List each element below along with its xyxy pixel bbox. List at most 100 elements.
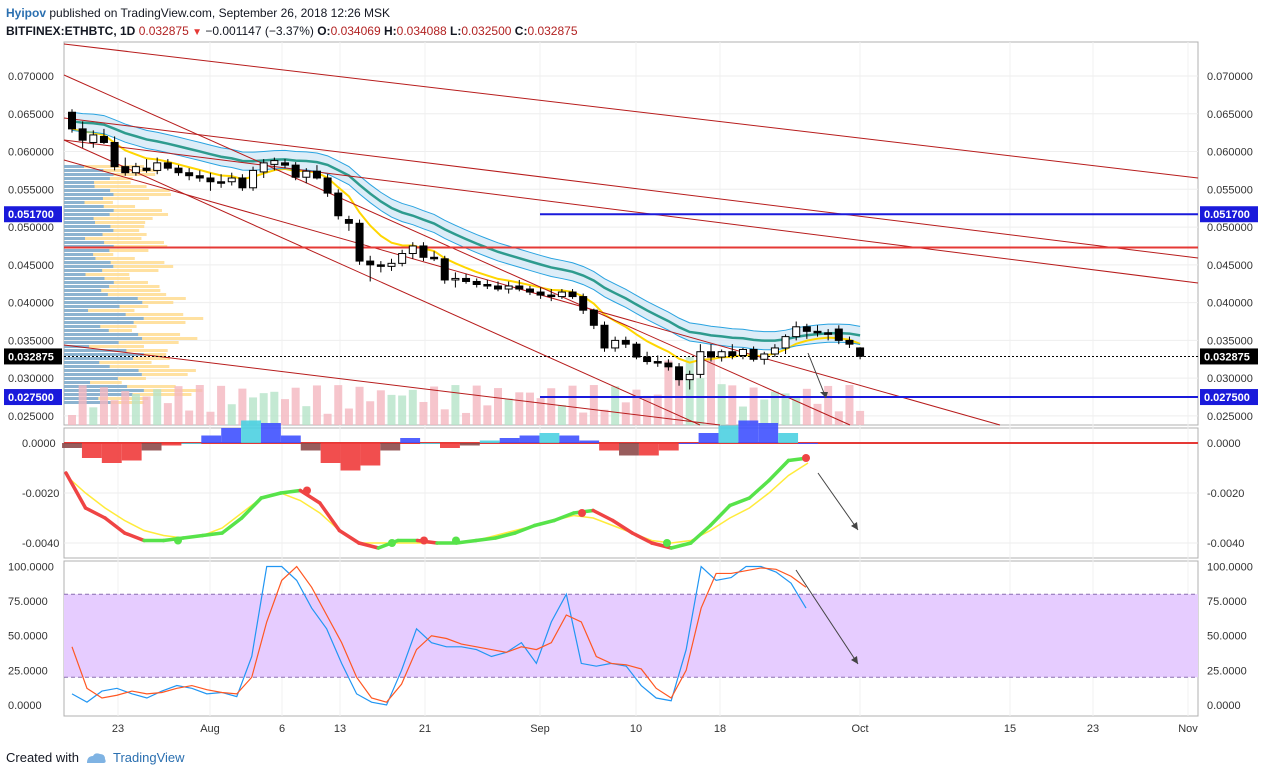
volume-bar [462,412,471,425]
candle-body [281,162,289,166]
volume-bar [291,387,300,425]
y-tick-label-left: 0.055000 [8,184,54,196]
macd-line-segment [259,491,283,500]
macd-histogram-bar [658,443,679,451]
volume-profile-bar [64,273,130,276]
macd-histogram-bar [459,443,480,446]
candle-body [387,262,396,267]
volume-profile-bar [64,341,119,344]
macd-histogram-bar [499,438,520,443]
candle-body [643,356,652,363]
y-tick-label-right: 0.025000 [1207,411,1253,423]
last-price: 0.032875 [138,24,189,38]
macd-histogram-bar [798,443,818,444]
forecast-arrow [817,472,859,531]
macd-line-segment [318,501,342,533]
macd-histogram-bar [121,443,142,461]
high-value: 0.034088 [396,24,447,38]
x-tick-label: 21 [419,723,431,735]
x-tick-label: 15 [1004,723,1016,735]
created-with-label: Created with [6,750,79,765]
volume-bar [174,386,183,425]
volume-bar [472,385,481,425]
volume-profile-bar [64,197,103,200]
volume-profile-bar [64,181,131,184]
price-tag-left [4,206,62,223]
volume-profile-bar [64,297,138,300]
y-tick-label-right: 0.045000 [1207,260,1253,272]
price-tag-right-text: 0.051700 [1204,209,1250,221]
y-tick-label-left: 0.070000 [8,71,54,83]
volume-profile-bar [64,365,110,368]
macd-line-segment [532,518,556,528]
forecast-arrow-head [820,392,828,398]
author-link[interactable]: Hyipov [6,6,47,20]
volume-profile-bar [64,361,100,364]
price-tag-left [4,348,62,365]
macd-histogram-bar [400,438,421,443]
volume-profile-bar [64,241,164,244]
macd-line-segment [610,518,635,535]
volume-profile-bar [64,269,103,272]
x-tick-label: 23 [112,723,124,735]
candle-body [813,330,822,334]
candle-body [834,328,843,341]
macd-line-segment [220,516,244,535]
volume-bar [536,398,545,425]
volume-profile-bar [64,357,134,360]
macd-histogram-bar [380,443,401,451]
stoch-tick-left: 0.0000 [8,700,42,712]
volume-profile-bar [64,229,114,232]
macd-histogram-bar [579,440,600,443]
volume-profile-bar [64,185,147,188]
candle-body [206,177,215,183]
candle-body [270,160,279,165]
price-tag-left-text: 0.032875 [8,351,54,363]
macd-line-segment [650,541,674,550]
volume-bar [142,396,151,425]
stoch-tick-left: 75.0000 [8,596,48,608]
high-label: H: [383,24,397,38]
y-tick-label-right: 0.030000 [1207,373,1253,385]
publish-info: published on TradingView.com, September … [49,6,391,20]
volume-bar [238,388,247,425]
candle-body [557,291,566,298]
macd-histogram-bar [241,420,261,443]
volume-bar [355,386,364,425]
macd-histogram-bar [619,443,639,456]
x-tick-label: Sep [530,723,550,735]
candle-body [121,166,130,174]
macd-line-segment [239,496,264,520]
candle-body [547,294,556,298]
macd-line-segment [591,508,615,523]
volume-profile-bar [64,305,120,308]
candle-body [494,285,502,290]
volume-bar [856,410,865,425]
volume-profile-bar [64,169,104,172]
volume-bar [525,392,534,425]
candle-body [568,291,577,298]
macd-histogram-bar [81,443,102,458]
candle-body [824,332,833,335]
volume-bar [504,398,513,425]
volume-profile-bar [64,285,160,288]
volume-profile-bar [64,341,179,344]
volume-profile-bar [64,225,111,228]
volume-profile-bar [64,301,143,304]
macd-histogram-bar [320,443,341,463]
macd-line-segment [493,531,517,540]
macd-histogram-bar [678,443,699,444]
volume-profile-bar [64,369,139,372]
volume-bar [802,388,811,425]
volume-bar [259,393,268,425]
candle-body [163,162,172,169]
volume-bar [600,409,609,425]
volume-bar [323,413,332,425]
macd-histogram-bar [420,443,440,444]
volume-profile-bar [64,169,159,172]
x-tick-label: Nov [1178,723,1198,735]
volume-bar [344,408,353,425]
candle-body [153,162,162,171]
tradingview-link[interactable]: TradingView [112,750,185,765]
